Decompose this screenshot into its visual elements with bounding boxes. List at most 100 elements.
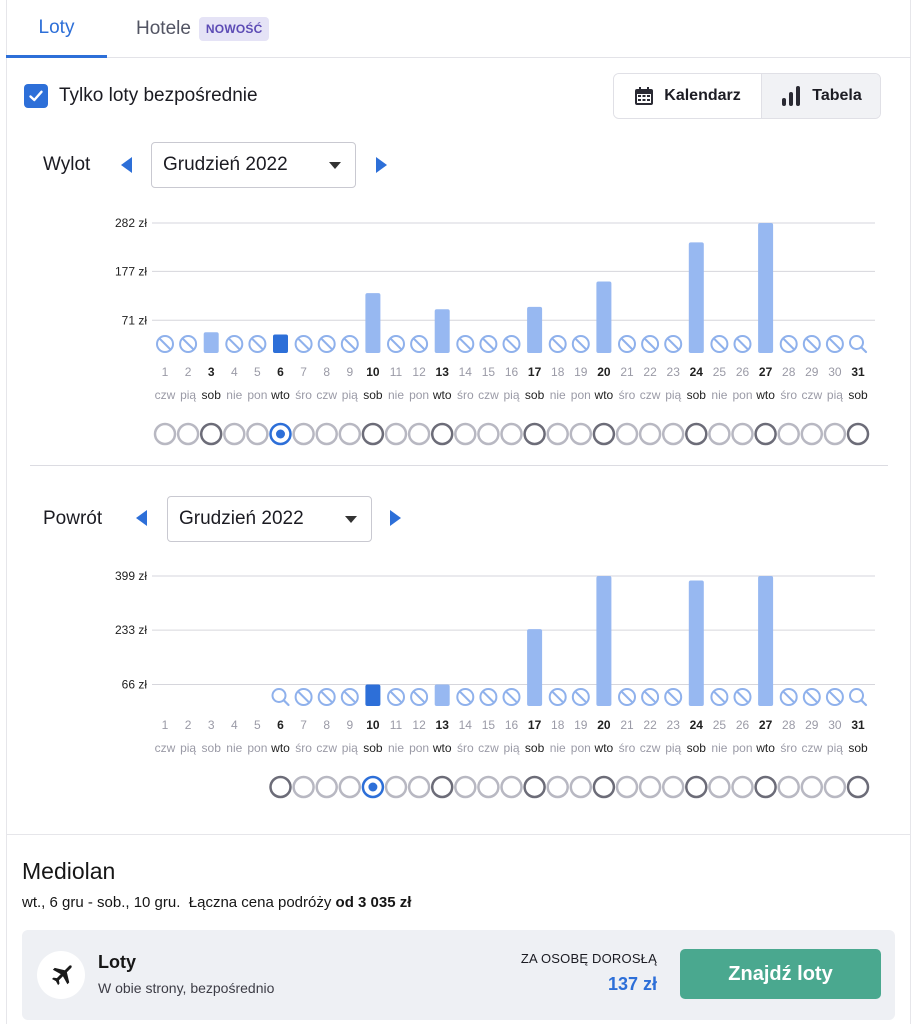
weekday-label: pon [247, 741, 267, 755]
day-radio[interactable] [638, 422, 662, 446]
price-bar[interactable] [203, 332, 219, 353]
day-number: 21 [620, 718, 634, 732]
price-bar[interactable] [434, 684, 450, 706]
day-radio[interactable] [407, 775, 431, 799]
day-radio[interactable] [592, 775, 616, 799]
day-radio[interactable] [569, 775, 593, 799]
day-radio[interactable] [777, 422, 800, 446]
day-radio[interactable] [153, 422, 177, 446]
day-radio[interactable] [384, 422, 408, 446]
day-radio[interactable] [800, 775, 824, 799]
search-icon[interactable] [849, 335, 868, 354]
no-flights-icon [825, 335, 844, 353]
day-radio[interactable] [823, 422, 847, 446]
day-radio[interactable] [800, 422, 824, 446]
price-bar[interactable] [527, 629, 543, 706]
day-radio[interactable] [407, 422, 431, 446]
day-radio[interactable] [454, 422, 477, 446]
day-radio[interactable] [477, 422, 500, 446]
day-radio[interactable] [361, 422, 385, 446]
price-bar[interactable] [758, 576, 774, 706]
price-bar[interactable] [758, 223, 774, 353]
price-bar[interactable] [365, 293, 381, 353]
day-radio[interactable] [708, 775, 731, 799]
day-number: 12 [412, 718, 426, 732]
tab-flights[interactable]: Loty [6, 0, 107, 58]
return-prev-month-arrow[interactable] [136, 510, 147, 526]
price-bar[interactable] [434, 309, 450, 353]
day-radio[interactable] [384, 775, 408, 799]
day-radio[interactable] [546, 775, 569, 799]
day-radio[interactable] [223, 422, 246, 446]
day-radio[interactable] [338, 775, 362, 799]
direct-flights-label: Tylko loty bezpośrednie [59, 85, 258, 106]
day-radio[interactable] [338, 422, 362, 446]
day-radio[interactable] [777, 775, 800, 799]
price-bar[interactable] [273, 334, 288, 353]
day-radio[interactable] [846, 422, 870, 446]
day-radio[interactable] [292, 422, 315, 446]
day-radio[interactable] [731, 775, 754, 799]
price-bar[interactable] [596, 576, 612, 706]
day-number: 28 [782, 365, 796, 379]
day-radio[interactable] [731, 422, 754, 446]
day-radio[interactable] [754, 422, 777, 446]
day-radio[interactable] [569, 422, 593, 446]
day-radio[interactable] [661, 422, 685, 446]
day-radio[interactable] [615, 775, 639, 799]
day-radio[interactable] [846, 775, 870, 799]
day-radio[interactable] [638, 775, 662, 799]
day-radio[interactable] [546, 422, 569, 446]
day-radio[interactable] [430, 422, 454, 446]
day-radio[interactable] [500, 775, 523, 799]
day-radio[interactable] [292, 775, 315, 799]
price-bar[interactable] [688, 242, 704, 353]
direct-flights-filter[interactable]: Tylko loty bezpośrednie [24, 84, 258, 108]
table-view-button[interactable]: Tabela [761, 74, 880, 118]
day-radio[interactable] [430, 775, 454, 799]
day-radio[interactable] [477, 775, 500, 799]
find-flights-button[interactable]: Znajdź loty [680, 949, 881, 999]
search-icon[interactable] [271, 688, 290, 707]
price-bar[interactable] [596, 281, 612, 353]
price-bar[interactable] [688, 580, 704, 706]
price-bar[interactable] [527, 306, 543, 353]
day-radio[interactable] [685, 422, 708, 446]
day-radio[interactable] [269, 775, 292, 799]
direct-flights-checkbox[interactable] [24, 84, 48, 108]
day-radio[interactable] [615, 422, 639, 446]
day-radio[interactable] [199, 422, 223, 446]
search-icon[interactable] [849, 688, 868, 707]
return-month-select[interactable]: Grudzień 2022 [167, 496, 372, 542]
no-flights-icon [294, 335, 313, 353]
day-radio[interactable] [754, 775, 777, 799]
day-radio[interactable] [246, 422, 269, 446]
day-radio[interactable] [523, 775, 546, 799]
tab-hotels[interactable]: Hotele NOWOŚĆ [136, 0, 270, 58]
return-next-month-arrow[interactable] [390, 510, 401, 526]
day-radio[interactable] [315, 775, 338, 799]
day-radio[interactable] [315, 422, 338, 446]
day-radio[interactable] [454, 775, 477, 799]
day-radio[interactable] [592, 422, 616, 446]
day-number: 28 [782, 718, 796, 732]
weekday-label: pon [571, 741, 591, 755]
day-radio[interactable] [523, 422, 546, 446]
calendar-view-button[interactable]: Kalendarz [614, 74, 761, 118]
day-number: 5 [254, 718, 261, 732]
day-radio[interactable] [269, 422, 292, 446]
day-radio[interactable] [661, 775, 685, 799]
day-number: 15 [482, 365, 496, 379]
departure-month-select[interactable]: Grudzień 2022 [151, 142, 356, 188]
departure-prev-month-arrow[interactable] [121, 157, 132, 173]
departure-next-month-arrow[interactable] [376, 157, 387, 173]
day-radio[interactable] [361, 775, 385, 799]
return-chart-svg: 399 zł 233 zł 66 zł 1 czw 2 pią 3 sob 4 nie 5 pon 6 wt… [115, 569, 875, 799]
day-radio[interactable] [708, 422, 731, 446]
day-radio[interactable] [500, 422, 523, 446]
price-bar[interactable] [365, 684, 381, 706]
day-radio[interactable] [685, 775, 708, 799]
day-radio[interactable] [823, 775, 847, 799]
day-number: 11 [390, 365, 403, 379]
day-radio[interactable] [176, 422, 200, 446]
